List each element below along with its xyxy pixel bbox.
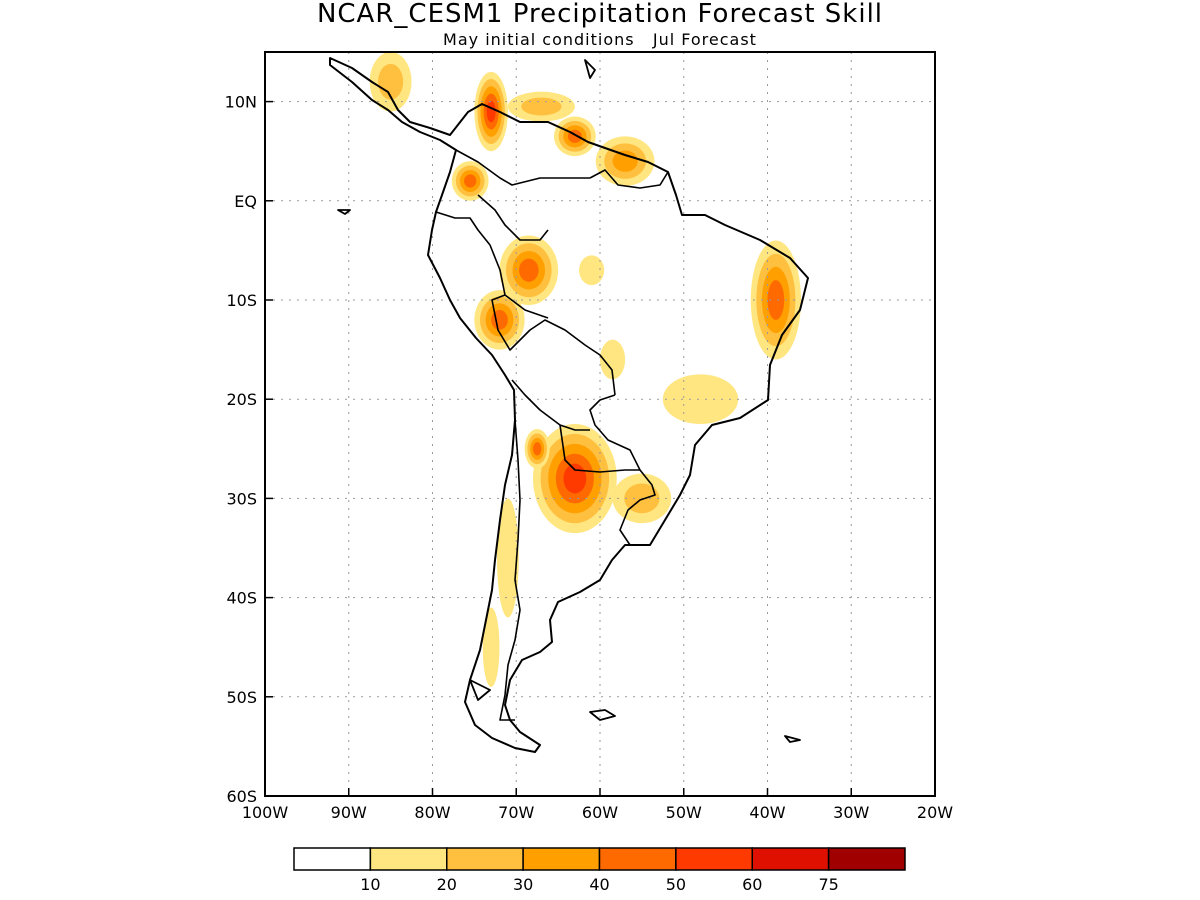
colorbar-bin [369, 847, 448, 871]
axis-tick-marks [264, 100, 936, 797]
skill-region-northeast-brazil-level-4 [767, 280, 785, 320]
skill-region-peru-bolivia-level-4 [491, 309, 508, 330]
x-tick-label: 20W [917, 803, 953, 822]
skill-shading-layer [369, 52, 801, 687]
axis-tick-labels: 100W 90W 80W 70W 60W 50W 40W 30W 20W 10N EQ 10S 20S 3… [225, 93, 954, 822]
colorbar-bin [827, 847, 906, 871]
map-background [265, 52, 935, 796]
islands [337, 59, 801, 743]
skill-region-central-amazon-level-1 [579, 255, 605, 286]
skill-region-northern-argentina-level-5 [563, 463, 587, 494]
colorbar-label: 50 [666, 875, 686, 894]
chart-title: NCAR_CESM1 Precipitation Forecast Skill [317, 0, 883, 29]
skill-region-western-amazon-level-4 [519, 258, 539, 282]
colorbar-bin [293, 847, 372, 871]
y-tick-label: 20S [226, 390, 257, 409]
y-tick-label: 50S [226, 688, 257, 707]
colorbar-label: 40 [589, 875, 609, 894]
y-tick-label: 30S [226, 489, 257, 508]
x-tick-label: 70W [498, 803, 534, 822]
colorbar-bin [446, 847, 524, 871]
colorbar-bin [675, 847, 753, 871]
coastlines-layer [329, 57, 809, 753]
skill-region-northern-venezuela-level-2 [521, 97, 562, 116]
x-tick-label: 80W [414, 803, 450, 822]
x-tick-label: 50W [666, 803, 702, 822]
colorbar-label: 30 [513, 875, 533, 894]
colorbar-label: 75 [818, 875, 838, 894]
y-tick-label: 60S [226, 787, 257, 806]
x-tick-label: 90W [331, 803, 367, 822]
y-tick-label: EQ [234, 192, 257, 211]
x-tick-label: 60W [582, 803, 618, 822]
skill-region-northern-colombia-level-5 [486, 100, 496, 123]
colorbar-label: 60 [742, 875, 762, 894]
skill-region-southeast-brazil-level-1 [662, 374, 739, 425]
colorbar-label: 10 [360, 875, 380, 894]
y-tick-label: 10S [226, 291, 257, 310]
colorbar-bin [598, 847, 677, 871]
south-america-coastline [329, 57, 809, 753]
y-tick-label: 40S [226, 589, 257, 608]
country-borders [435, 149, 669, 721]
skill-region-guianas-level-3 [612, 150, 638, 172]
x-tick-label: 40W [749, 803, 785, 822]
skill-region-central-chile-level-1 [496, 498, 519, 618]
x-tick-label: 100W [242, 803, 289, 822]
skill-region-mato-grosso-level-1 [600, 339, 626, 380]
skill-region-central-america-level-2 [378, 63, 404, 100]
y-tick-label: 10N [225, 93, 257, 112]
chart-subtitle: May initial conditions Jul Forecast [443, 30, 757, 49]
skill-region-andes-north-chile-level-4 [533, 442, 542, 456]
colorbar-label: 20 [437, 875, 457, 894]
colorbar-bin [522, 847, 601, 871]
skill-region-western-colombia-level-4 [464, 174, 477, 188]
colorbar-bin [751, 847, 830, 871]
colorbar: 10 20 30 40 50 60 75 [293, 847, 906, 894]
x-tick-label: 30W [833, 803, 869, 822]
skill-region-southern-chile-level-1 [482, 607, 500, 687]
